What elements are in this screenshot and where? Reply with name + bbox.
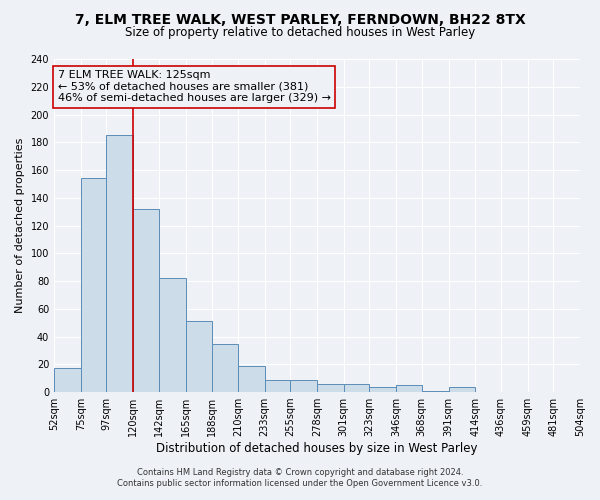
X-axis label: Distribution of detached houses by size in West Parley: Distribution of detached houses by size … <box>156 442 478 455</box>
Bar <box>290 380 317 392</box>
Bar <box>396 385 422 392</box>
Bar <box>81 178 106 392</box>
Bar <box>449 386 475 392</box>
Text: Contains HM Land Registry data © Crown copyright and database right 2024.
Contai: Contains HM Land Registry data © Crown c… <box>118 468 482 487</box>
Bar <box>54 368 81 392</box>
Bar <box>265 380 290 392</box>
Text: 7 ELM TREE WALK: 125sqm
← 53% of detached houses are smaller (381)
46% of semi-d: 7 ELM TREE WALK: 125sqm ← 53% of detache… <box>58 70 331 103</box>
Bar <box>106 136 133 392</box>
Y-axis label: Number of detached properties: Number of detached properties <box>15 138 25 313</box>
Bar <box>344 384 370 392</box>
Bar <box>185 322 212 392</box>
Bar <box>317 384 344 392</box>
Bar <box>422 390 449 392</box>
Bar <box>159 278 185 392</box>
Text: Size of property relative to detached houses in West Parley: Size of property relative to detached ho… <box>125 26 475 39</box>
Bar <box>133 209 159 392</box>
Bar <box>370 386 396 392</box>
Bar <box>212 344 238 392</box>
Text: 7, ELM TREE WALK, WEST PARLEY, FERNDOWN, BH22 8TX: 7, ELM TREE WALK, WEST PARLEY, FERNDOWN,… <box>74 12 526 26</box>
Bar <box>238 366 265 392</box>
